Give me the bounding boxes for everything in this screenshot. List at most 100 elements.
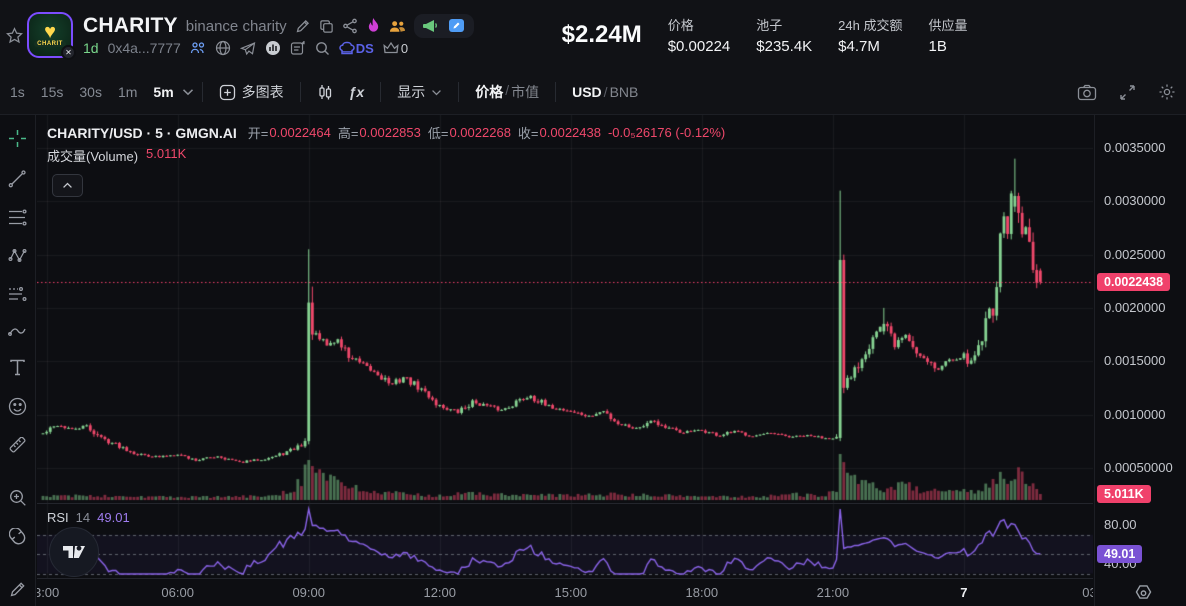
- note-edit-icon[interactable]: [448, 18, 466, 34]
- heart-logo-icon: ♥: [44, 21, 56, 43]
- xabcd-pattern-tool-icon[interactable]: [8, 247, 27, 264]
- close-value: 0.0022438: [539, 125, 601, 140]
- display-menu[interactable]: 显示: [389, 82, 450, 102]
- tradingview-logo[interactable]: [49, 527, 99, 577]
- holders-icon[interactable]: [389, 19, 406, 34]
- community-icon[interactable]: [190, 41, 206, 55]
- pane-separator[interactable]: [37, 578, 1093, 579]
- price-tick-label: 0.0035000: [1104, 140, 1166, 155]
- projection-tool-icon[interactable]: [8, 285, 27, 302]
- indicators-fx-button[interactable]: ƒx: [348, 84, 365, 100]
- price-volume-pane[interactable]: [37, 115, 1093, 503]
- price-tick-label: 0.00050000: [1104, 459, 1173, 475]
- screenshot-camera-icon[interactable]: [1077, 84, 1097, 101]
- search-icon[interactable]: [315, 41, 330, 56]
- timeframe-1s[interactable]: 1s: [10, 84, 25, 100]
- pane-separator[interactable]: [37, 503, 1093, 504]
- timeframe-30s[interactable]: 30s: [79, 84, 102, 100]
- token-age: 1d: [83, 40, 99, 56]
- stat-value: 1B: [928, 38, 947, 55]
- megaphone-icon[interactable]: [422, 18, 440, 34]
- crosshair-tool-icon[interactable]: [8, 129, 27, 148]
- time-tick-label: 7: [960, 585, 968, 600]
- share-icon[interactable]: [342, 18, 358, 34]
- stat-value: $4.7M: [838, 38, 880, 55]
- stat-label: 池子: [756, 18, 783, 33]
- token-header: ♥ CHARIT ✕ CHARITY binance charity 1d 0x: [0, 0, 1186, 70]
- stat-value: $235.4K: [756, 38, 813, 55]
- legend-collapse-button[interactable]: [52, 174, 83, 197]
- edit-icon[interactable]: [295, 18, 311, 34]
- flame-icon[interactable]: [366, 17, 381, 35]
- price-axis[interactable]: 0.0035000 0.0030000 0.0025000 0.0020000 0.00…: [1094, 115, 1186, 606]
- emoji-tool-icon[interactable]: [8, 397, 27, 416]
- token-stats: 价格 $0.00224 池子 $235.4K 24h 成交额 $4.7M 供应量 1B: [668, 15, 968, 55]
- market-cap: $2.24M: [561, 21, 642, 48]
- rsi-pane[interactable]: [37, 503, 1093, 578]
- chart-canvas-area[interactable]: CHARITY/USD · 5 · GMGN.AI 开= 0.0022464 高=…: [37, 115, 1093, 606]
- chart-toolbar: 1s 15s 30s 1m 5m 多图表 ƒx 显示 价格 / 市值 USD / BNB: [0, 70, 1186, 115]
- timeframe-15s[interactable]: 15s: [40, 84, 64, 100]
- brush-tool-icon[interactable]: [8, 323, 27, 338]
- candles-icon: [318, 84, 331, 99]
- usd-bnb-toggle[interactable]: USD / BNB: [572, 84, 639, 100]
- token-symbol: CHARITY: [83, 14, 178, 37]
- text-tool-icon[interactable]: [9, 359, 26, 376]
- token-info: CHARITY binance charity 1d 0x4a...7777: [83, 14, 474, 56]
- chevron-up-icon: [63, 182, 72, 188]
- rsi-tick-label: 80.00: [1104, 517, 1137, 532]
- zoom-in-tool-icon[interactable]: [9, 489, 27, 507]
- rsi-legend: RSI 14 49.01: [47, 510, 130, 525]
- trendline-tool-icon[interactable]: [8, 169, 27, 188]
- settings-gear-icon[interactable]: [1158, 83, 1176, 101]
- candle-style-button[interactable]: [309, 84, 341, 101]
- price-mcap-toggle[interactable]: 价格 / 市值: [475, 82, 540, 100]
- time-axis[interactable]: 3:00 06:00 09:00 12:00 15:00 18:00 21:00 7 03:0: [37, 579, 1093, 606]
- rsi-badge: 49.01: [1097, 545, 1143, 564]
- copy-icon[interactable]: [319, 19, 334, 34]
- ruler-tool-icon[interactable]: [8, 437, 27, 456]
- draw-pencil-icon[interactable]: [9, 580, 27, 598]
- time-tick-label: 15:00: [554, 585, 588, 600]
- volume-badge: 5.011K: [1097, 485, 1151, 503]
- high-value: 0.0022853: [359, 125, 421, 140]
- token-address[interactable]: 0x4a...7777: [107, 40, 181, 56]
- time-tick-label: 18:00: [685, 585, 719, 600]
- rsi-name: RSI: [47, 510, 69, 525]
- chain-badge-icon: ✕: [61, 45, 76, 60]
- fullscreen-expand-icon[interactable]: [1119, 84, 1136, 101]
- dexscreener-link[interactable]: DS: [338, 40, 374, 56]
- low-value: 0.0022268: [449, 125, 511, 140]
- open-value: 0.0022464: [269, 125, 331, 140]
- crown-counter[interactable]: 0: [383, 41, 408, 56]
- timeframe-dropdown-chevron-icon[interactable]: [182, 88, 194, 96]
- chart-title: CHARITY/USD · 5 · GMGN.AI: [47, 124, 237, 141]
- magnet-tool-icon[interactable]: [8, 528, 27, 546]
- display-chevron-icon: [431, 89, 442, 96]
- stat-value: $0.00224: [667, 38, 731, 55]
- plus-square-icon: [219, 84, 235, 100]
- price-tick-label: 0.0025000: [1104, 246, 1166, 262]
- token-avatar[interactable]: ♥ CHARIT ✕: [27, 12, 76, 60]
- telegram-icon[interactable]: [239, 41, 256, 56]
- alert-pill: [413, 14, 474, 38]
- drawing-toolbar: [0, 115, 36, 606]
- timeframe-1m[interactable]: 1m: [117, 84, 138, 100]
- token-name: binance charity: [185, 17, 287, 35]
- rsi-period: 14: [75, 510, 91, 525]
- fib-retracement-tool-icon[interactable]: [8, 209, 27, 226]
- favorite-star-icon[interactable]: [6, 26, 23, 44]
- crown-count: 0: [400, 40, 409, 56]
- timeframe-5m[interactable]: 5m: [153, 84, 174, 100]
- chart-circle-icon[interactable]: [265, 40, 281, 56]
- memo-add-icon[interactable]: [290, 40, 306, 56]
- time-tick-label: 09:00: [292, 585, 325, 600]
- website-globe-icon[interactable]: [215, 40, 231, 56]
- ds-hat-icon: [338, 41, 355, 54]
- ds-label: DS: [355, 40, 374, 56]
- rsi-value: 49.01: [97, 510, 130, 525]
- axis-settings-hexagon-icon[interactable]: [1133, 583, 1154, 606]
- multi-chart-button[interactable]: 多图表: [211, 82, 292, 102]
- stat-label: 价格: [667, 18, 694, 33]
- ohlc-legend: CHARITY/USD · 5 · GMGN.AI 开= 0.0022464 高=…: [47, 124, 726, 142]
